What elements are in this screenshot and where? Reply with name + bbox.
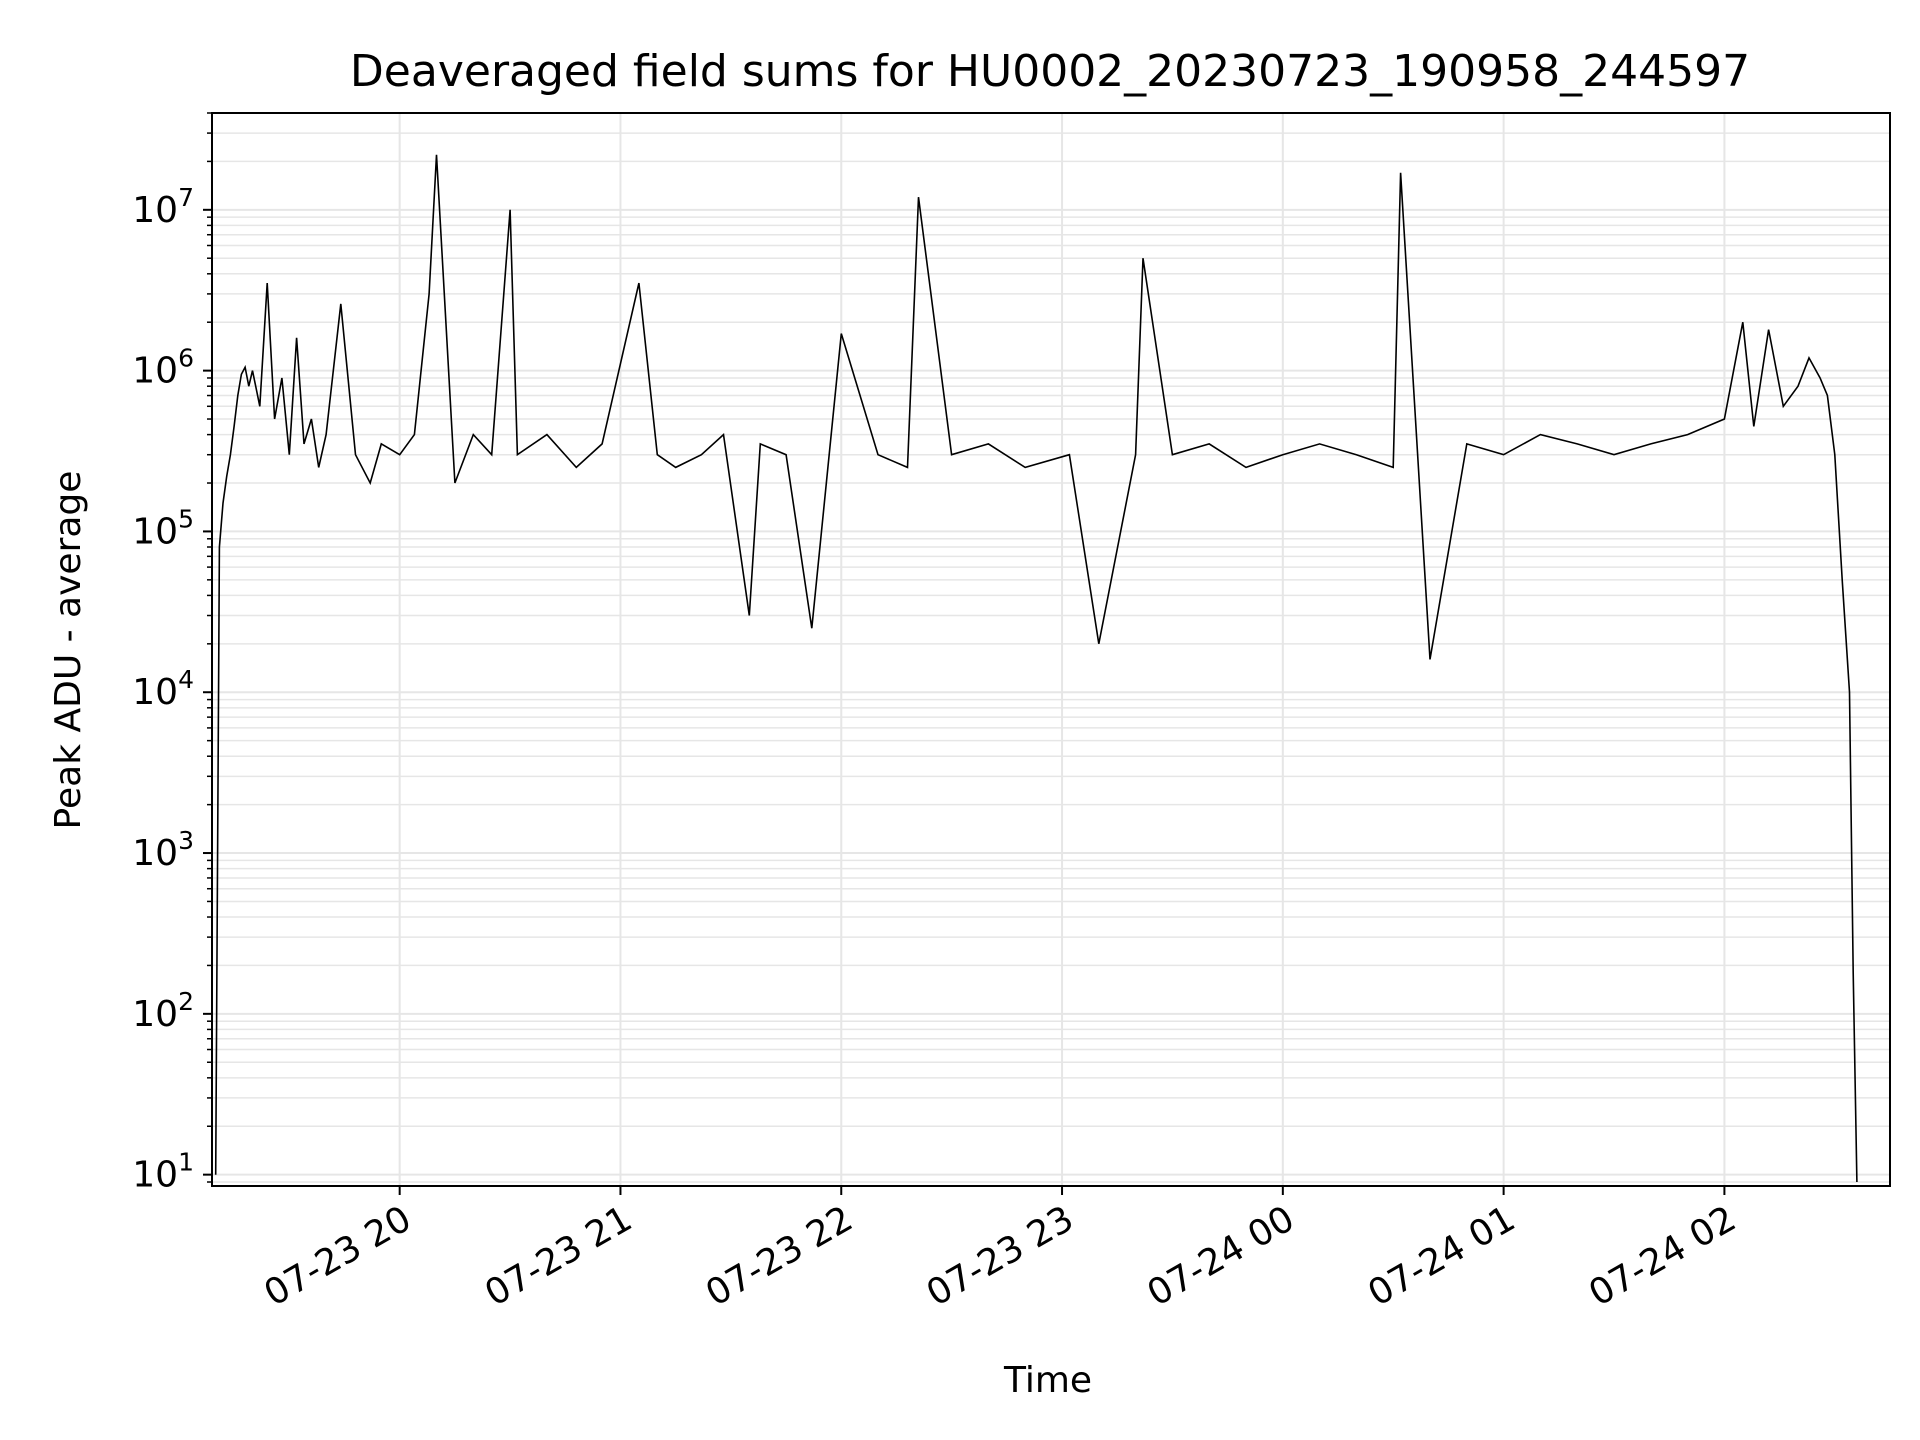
x-tick-label: 07-24 00 [1141,1198,1302,1314]
x-tick-label: 07-24 02 [1582,1198,1743,1314]
y-tick-label: 103 [132,826,194,874]
x-tick-label: 07-23 23 [920,1198,1081,1314]
grid-lines [212,112,1890,1186]
y-tick-label: 101 [132,1148,194,1196]
y-tick-label: 106 [132,344,194,392]
x-tick-label: 07-23 21 [478,1198,639,1314]
data-line [214,154,1858,1183]
x-tick-label: 07-24 01 [1361,1198,1522,1314]
series-lines [214,154,1858,1183]
x-tick-label: 07-23 22 [699,1198,860,1314]
chart-title: Deaveraged field sums for HU0002_2023072… [350,46,1750,97]
x-tick-label: 07-23 20 [257,1198,418,1314]
y-tick-label: 105 [132,504,194,552]
x-axis-label: Time [1003,1360,1092,1401]
y-tick-label: 102 [132,987,194,1035]
y-tick-label: 104 [132,665,194,713]
y-axis-label: Peak ADU - average [48,471,89,830]
plot-area-frame [211,112,1891,1187]
y-tick-label: 107 [132,183,194,231]
